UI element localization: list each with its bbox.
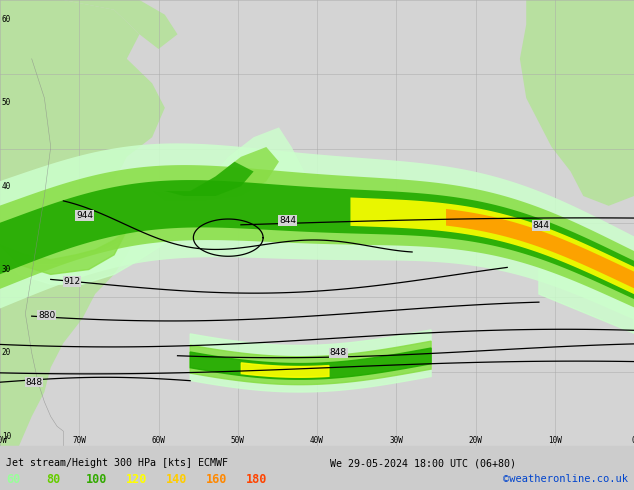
Polygon shape	[446, 209, 634, 288]
Text: 120: 120	[126, 473, 148, 486]
Polygon shape	[190, 330, 431, 392]
Text: 40W: 40W	[310, 437, 324, 445]
Polygon shape	[0, 230, 127, 274]
Text: We 29-05-2024 18:00 UTC (06+80): We 29-05-2024 18:00 UTC (06+80)	[330, 458, 515, 468]
Text: 80W: 80W	[0, 437, 7, 445]
Polygon shape	[242, 363, 329, 377]
Text: 180: 180	[246, 473, 268, 486]
Text: 100: 100	[86, 473, 108, 486]
Text: 848: 848	[25, 378, 42, 387]
Text: Jet stream/Height 300 HPa [kts] ECMWF: Jet stream/Height 300 HPa [kts] ECMWF	[6, 458, 228, 468]
Polygon shape	[190, 348, 431, 379]
Text: 10: 10	[2, 432, 11, 441]
Polygon shape	[190, 341, 431, 385]
Polygon shape	[63, 0, 178, 49]
Text: 140: 140	[166, 473, 188, 486]
Text: 0: 0	[631, 437, 634, 445]
Text: 912: 912	[63, 277, 81, 286]
Text: 848: 848	[330, 348, 347, 357]
Polygon shape	[520, 0, 634, 206]
Text: 30W: 30W	[389, 437, 403, 445]
Text: 60: 60	[2, 15, 11, 24]
Text: 60W: 60W	[152, 437, 165, 445]
Text: 844: 844	[533, 221, 550, 230]
Text: 20: 20	[2, 348, 11, 357]
Text: 944: 944	[76, 211, 93, 220]
Text: 40: 40	[2, 182, 11, 191]
Polygon shape	[165, 162, 254, 196]
Polygon shape	[351, 197, 634, 294]
Text: 50W: 50W	[231, 437, 245, 445]
Polygon shape	[0, 211, 178, 284]
Polygon shape	[539, 220, 634, 333]
Text: 20W: 20W	[469, 437, 482, 445]
Text: 50: 50	[2, 98, 11, 107]
Text: 10W: 10W	[548, 437, 562, 445]
Polygon shape	[0, 0, 165, 446]
Bar	[0, 446, 634, 490]
Text: 880: 880	[38, 311, 55, 319]
Text: 70W: 70W	[72, 437, 86, 445]
Text: 80: 80	[46, 473, 60, 486]
Polygon shape	[127, 127, 304, 220]
Polygon shape	[0, 144, 634, 319]
Text: 60: 60	[6, 473, 20, 486]
Polygon shape	[152, 147, 279, 201]
Polygon shape	[0, 180, 634, 299]
Text: 30: 30	[2, 265, 11, 274]
Text: ©weatheronline.co.uk: ©weatheronline.co.uk	[503, 474, 628, 484]
Polygon shape	[0, 165, 634, 307]
Text: 844: 844	[279, 216, 296, 225]
Text: 160: 160	[206, 473, 228, 486]
